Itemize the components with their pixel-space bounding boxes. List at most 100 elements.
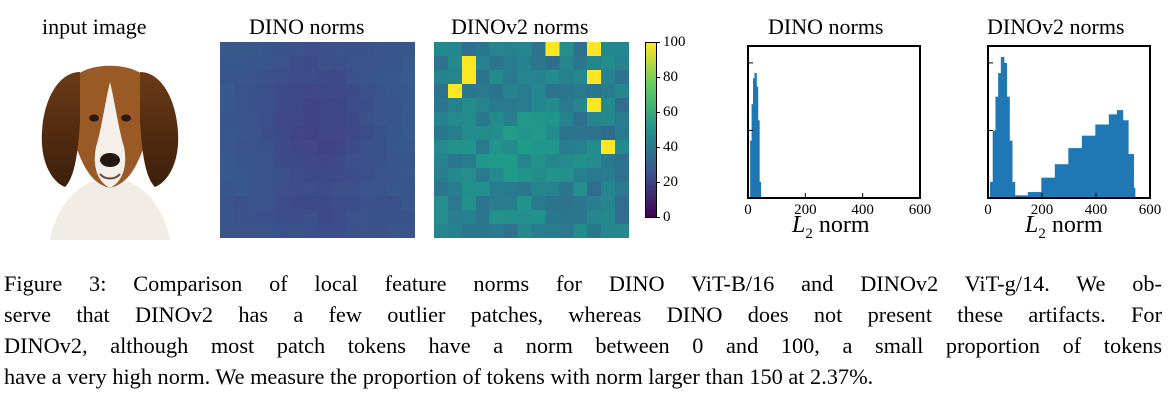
heat-cell	[233, 154, 249, 169]
heat-cell	[573, 70, 588, 85]
hist-bar	[1014, 195, 1029, 198]
heat-cell	[517, 126, 532, 141]
dog-image	[41, 65, 179, 240]
heat-cell	[434, 210, 449, 225]
heat-cell	[247, 70, 263, 85]
heat-cell	[434, 84, 449, 99]
heat-cell	[587, 112, 602, 127]
heat-cell	[434, 42, 449, 57]
heat-cell	[261, 168, 276, 183]
heat-cell	[233, 126, 249, 141]
heat-cell	[503, 224, 518, 238]
heat-cell	[317, 70, 332, 85]
heat-cell	[373, 224, 388, 238]
colorbar-tick: 60	[656, 105, 678, 120]
heat-cell	[531, 126, 546, 141]
hist-bar	[750, 140, 753, 198]
heat-cell	[517, 224, 532, 238]
hist-dino-xlabel: L2 norm	[792, 212, 870, 242]
heat-cell	[475, 112, 490, 127]
heat-cell	[615, 56, 629, 71]
heat-cell	[601, 42, 616, 57]
x-tick-label: 400	[1085, 202, 1108, 218]
heat-cell	[517, 182, 532, 197]
heat-cell	[247, 224, 263, 238]
heat-cell	[559, 140, 574, 155]
heat-cell	[503, 42, 518, 57]
heat-cell	[401, 126, 415, 141]
heat-cell	[475, 224, 490, 238]
heat-cell	[461, 140, 477, 155]
heat-cell	[220, 84, 235, 99]
heat-cell	[317, 182, 332, 197]
heat-cell	[573, 196, 588, 211]
outlier-cell	[587, 42, 602, 57]
colorbar-tick: 80	[656, 70, 678, 85]
heat-cell	[345, 210, 360, 225]
heat-cell	[317, 98, 332, 113]
heat-cell	[517, 98, 532, 113]
heat-cell	[233, 140, 249, 155]
heat-cell	[345, 56, 360, 71]
input-image-title: input image	[42, 14, 147, 39]
heat-cell	[331, 98, 346, 113]
heat-cell	[331, 56, 346, 71]
heat-cell	[275, 196, 290, 211]
heat-cell	[359, 84, 374, 99]
caption-line: have a very high norm. We measure the pr…	[4, 364, 874, 389]
heat-cell	[387, 154, 402, 169]
heat-cell	[233, 98, 249, 113]
hist-bar	[1008, 140, 1013, 198]
heat-cell	[573, 224, 588, 238]
caption-line: DINOv2, although most patch tokens have …	[4, 333, 1162, 358]
heat-cell	[261, 70, 276, 85]
heat-cell	[289, 42, 304, 57]
heat-cell	[573, 112, 588, 127]
heat-cell	[615, 140, 629, 155]
heat-cell	[489, 98, 504, 113]
heat-cell	[303, 210, 318, 225]
heat-cell	[247, 140, 263, 155]
heat-cell	[289, 168, 304, 183]
heat-cell	[387, 224, 402, 238]
heat-cell	[289, 70, 304, 85]
heat-cell	[220, 98, 235, 113]
heat-cell	[289, 84, 304, 99]
heat-cell	[220, 210, 235, 225]
hist-dino-title: DINO norms	[768, 14, 884, 39]
heat-cell	[615, 224, 629, 238]
heat-cell	[587, 182, 602, 197]
heat-cell	[559, 168, 574, 183]
heat-cell	[387, 56, 402, 71]
heat-cell	[447, 154, 463, 169]
heat-cell	[475, 154, 490, 169]
heat-cell	[233, 182, 249, 197]
heat-cell	[387, 168, 402, 183]
hist-bar	[1003, 62, 1008, 199]
hist-bar	[1116, 110, 1124, 198]
heat-cell	[587, 154, 602, 169]
heat-cell	[489, 84, 504, 99]
heat-cell	[303, 168, 318, 183]
heat-cell	[401, 56, 415, 71]
heat-cell	[317, 196, 332, 211]
heat-cell	[461, 196, 477, 211]
heat-cell	[247, 210, 263, 225]
heat-cell	[503, 140, 518, 155]
heat-cell	[434, 154, 449, 169]
heat-cell	[387, 70, 402, 85]
heat-cell	[489, 112, 504, 127]
heat-cell	[317, 126, 332, 141]
heat-cell	[573, 182, 588, 197]
heat-cell	[220, 112, 235, 127]
heat-cell	[434, 168, 449, 183]
heat-cell	[545, 224, 560, 238]
heat-cell	[434, 196, 449, 211]
heat-cell	[503, 196, 518, 211]
heat-cell	[331, 154, 346, 169]
heat-cell	[545, 140, 560, 155]
heat-cell	[275, 168, 290, 183]
heat-cell	[475, 84, 490, 99]
heat-cell	[289, 56, 304, 71]
hist-bar	[751, 104, 754, 198]
